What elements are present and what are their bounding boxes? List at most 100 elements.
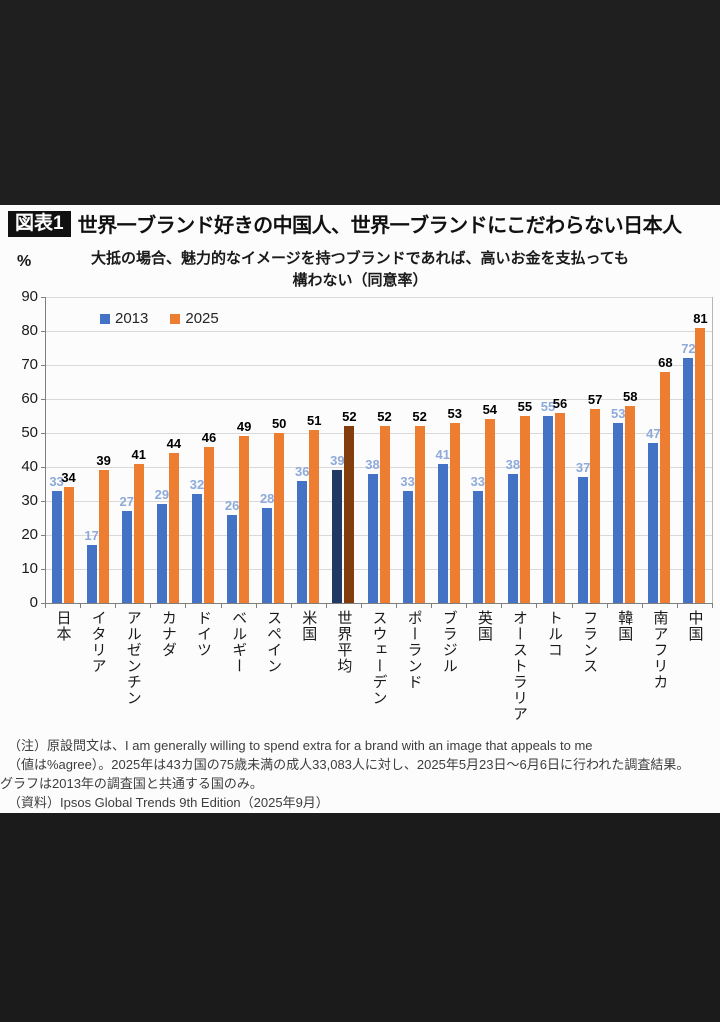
x-category-label-ポーランド: ポーランド [405,610,423,690]
value-label-2013-ドイツ: 32 [189,477,205,493]
y-tick-mark [41,501,45,502]
value-label-2013-韓国: 53 [611,405,626,421]
y-tick-mark [41,331,45,332]
bar-2013-カナダ [156,504,167,603]
x-category-label-英国: 英国 [475,610,493,642]
legend-item-2025: 2025 [170,310,219,327]
x-tick-mark [115,603,117,608]
value-label-2025-オーストラリア: 55 [517,399,533,414]
bar-2025-中国 [695,327,706,603]
x-category-label-トルコ: トルコ [546,610,564,658]
bar-2013-ベルギー [227,514,238,603]
x-category-label-中国: 中国 [686,610,704,642]
y-tick-label: 60 [21,390,38,407]
source-line: （資料）Ipsos Global Trends 9th Edition（2025… [8,795,329,810]
value-label-2025-ブラジル: 53 [447,405,462,421]
y-tick-mark [41,365,45,366]
x-tick-mark [396,603,398,608]
value-label-2013-世界平均: 39 [330,453,345,469]
value-label-2013-ポーランド: 33 [400,473,415,489]
value-label-2013-フランス: 37 [575,460,591,476]
gridline [45,433,712,434]
bar-2013-韓国 [613,422,624,603]
value-label-2025-イタリア: 39 [96,453,111,469]
value-label-2025-韓国: 58 [623,388,638,404]
bar-2013-世界平均 [332,470,343,603]
article-figure-panel: 図表1 世界一ブランド好きの中国人、世界一ブランドにこだわらない日本人 % 大抵… [0,205,720,813]
value-label-2013-アルゼンチン: 27 [119,494,134,510]
bar-2013-トルコ [543,416,554,603]
bar-2013-ドイツ [191,494,202,603]
bar-2025-カナダ [168,453,179,603]
bar-2013-フランス [578,477,589,603]
y-tick-mark [41,467,45,468]
y-tick-mark [41,569,45,570]
value-label-2013-スウェーデン: 38 [365,456,380,472]
x-category-label-ブラジル: ブラジル [440,610,458,674]
x-tick-mark [220,603,222,608]
x-tick-mark [641,603,643,608]
value-label-2013-英国: 33 [470,473,486,489]
x-tick-mark [536,603,538,608]
bar-2025-韓国 [625,405,636,603]
gridline [45,297,712,298]
x-tick-mark [45,603,46,608]
gridline [45,331,712,332]
bar-2025-アルゼンチン [133,463,144,603]
y-tick-label: 10 [21,560,38,577]
chart-subtitle-line2: 構わない（同意率） [292,272,428,289]
note-line-1: （注）原設問文は、I am generally willing to spend… [8,738,593,753]
y-tick-label: 50 [21,424,38,441]
value-label-2025-スペイン: 50 [271,416,287,431]
bar-2013-オーストラリア [507,473,518,603]
bar-2025-世界平均 [344,426,355,603]
chart-legend: 2013 2025 [100,310,219,327]
y-tick-label: 0 [29,594,38,611]
y-tick-label: 30 [21,492,38,509]
note-line-3: グラフは2013年の調査国と共通する国のみ。 [0,776,263,791]
value-label-2013-ブラジル: 41 [435,446,450,462]
bar-2025-南アフリカ [660,371,671,603]
legend-swatch-2025 [170,313,181,324]
note-line-2: （値は%agree）。2025年は43カ国の75歳未満の成人33,083人に対し… [8,757,690,772]
value-label-2025-英国: 54 [482,402,498,418]
bar-2013-ポーランド [402,490,413,603]
bar-2025-ブラジル [449,422,460,603]
gridline [45,569,712,570]
plot-right-border [712,297,713,603]
value-label-2025-米国: 51 [307,412,322,428]
y-tick-label: 40 [21,458,38,475]
bar-2013-米国 [297,480,308,603]
bar-2013-中国 [683,358,694,603]
x-category-label-世界平均: 世界平均 [335,610,353,674]
bar-2025-米国 [309,429,320,603]
value-label-2013-カナダ: 29 [154,487,170,503]
y-tick-mark [41,535,45,536]
y-tick-mark [41,297,45,298]
value-label-2013-中国: 72 [681,341,696,357]
value-label-2013-イタリア: 17 [84,528,99,544]
y-tick-mark [41,433,45,434]
bar-2025-ポーランド [414,426,425,603]
x-tick-mark [466,603,468,608]
x-category-label-スペイン: スペイン [265,610,283,674]
x-category-label-アルゼンチン: アルゼンチン [124,610,142,706]
bar-2025-トルコ [555,412,566,603]
bar-2013-英国 [472,490,483,603]
bar-2025-日本 [63,487,74,603]
x-tick-mark [431,603,433,608]
value-label-2013-南アフリカ: 47 [646,426,661,442]
y-tick-label: 80 [21,322,38,339]
value-label-2025-南アフリカ: 68 [658,354,673,370]
value-label-2025-ドイツ: 46 [201,429,217,445]
value-label-2025-世界平均: 52 [342,409,357,425]
value-label-2025-ベルギー: 49 [236,419,252,435]
x-tick-mark [676,603,678,608]
x-category-label-オーストラリア: オーストラリア [510,610,528,722]
notes-block: （注）原設問文は、I am generally willing to spend… [0,736,716,812]
value-label-2025-スウェーデン: 52 [377,409,392,425]
x-tick-mark [501,603,503,608]
x-category-label-日本: 日本 [54,610,72,642]
gridline [45,535,712,536]
y-tick-label: 20 [21,526,38,543]
